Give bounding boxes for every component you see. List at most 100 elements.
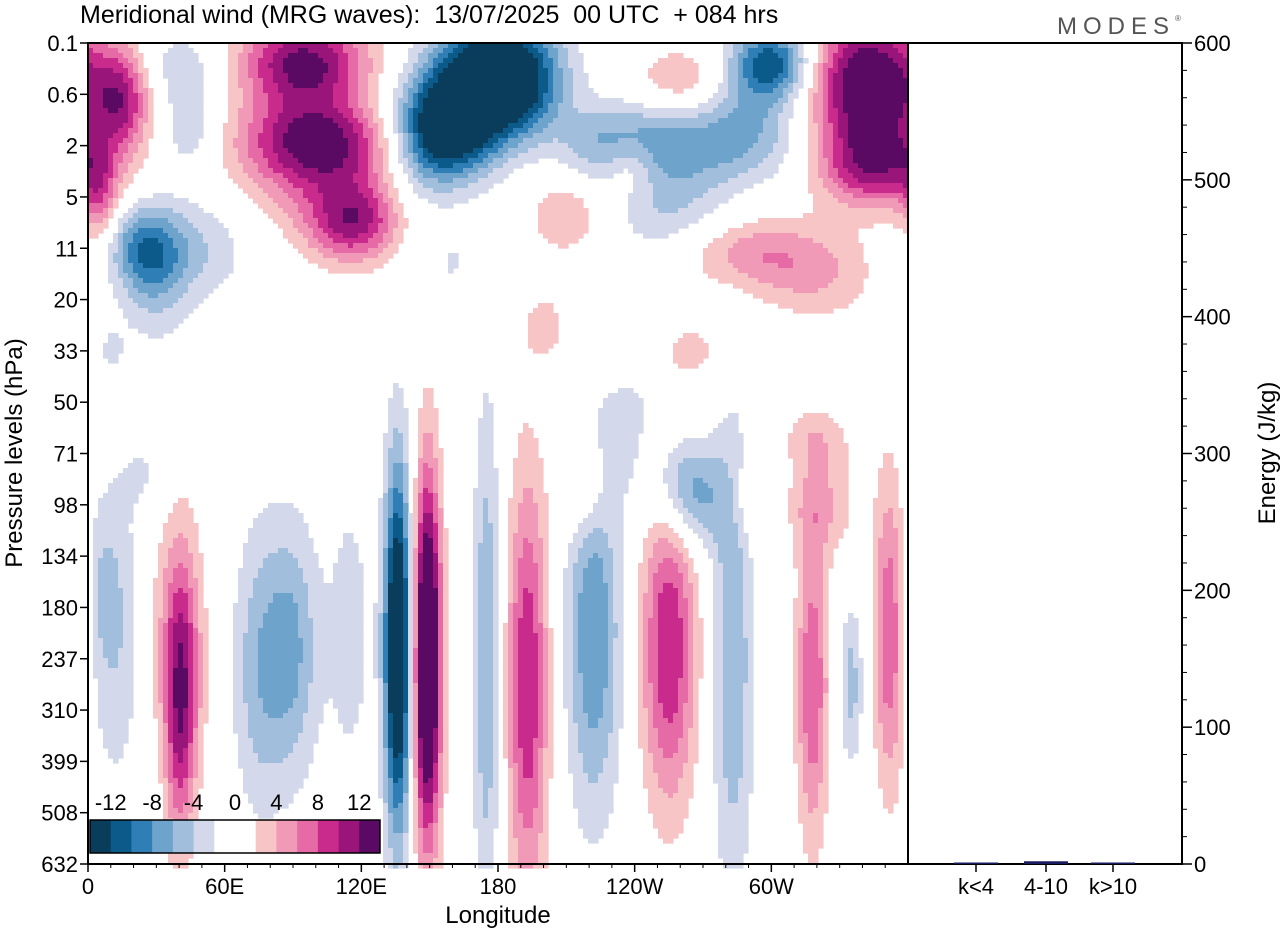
heatmap-cell: [658, 773, 684, 779]
heatmap-cell: [583, 683, 609, 689]
heatmap-cell: [263, 83, 279, 89]
heatmap-cell: [393, 798, 404, 804]
heatmap-cell: [833, 143, 844, 149]
heatmap-cell: [473, 508, 484, 514]
heatmap-cell: [663, 168, 704, 174]
heatmap-cell: [533, 753, 539, 759]
heatmap-cell: [753, 143, 774, 149]
heatmap-cell: [383, 503, 389, 509]
heatmap-cell: [693, 478, 704, 484]
heatmap-cell: [693, 698, 699, 704]
heatmap-cell: [438, 693, 444, 699]
heatmap-cell: [508, 623, 514, 629]
heatmap-cell: [378, 228, 389, 234]
heatmap-cell: [168, 593, 174, 599]
heatmap-cell: [478, 428, 494, 434]
heatmap-cell: [378, 783, 384, 789]
heatmap-cell: [663, 558, 674, 564]
heatmap-cell: [253, 178, 274, 184]
heatmap-cell: [378, 623, 384, 629]
heatmap-cell: [393, 528, 404, 534]
heatmap-cell: [583, 538, 609, 544]
heatmap-cell: [713, 668, 724, 674]
heatmap-cell: [818, 713, 824, 719]
heatmap-cell: [728, 793, 739, 799]
heatmap-cell: [438, 593, 444, 599]
heatmap-cell: [538, 728, 544, 734]
heatmap-cell: [238, 68, 249, 74]
heatmap-cell: [188, 673, 194, 679]
heatmap-cell: [108, 43, 129, 49]
heatmap-cell: [158, 688, 164, 694]
heatmap-cell: [573, 68, 584, 74]
heatmap-cell: [488, 513, 499, 519]
heatmap-cell: [518, 648, 539, 654]
heatmap-cell: [738, 798, 749, 804]
heatmap-cell: [98, 628, 124, 634]
heatmap-cell: [413, 98, 419, 104]
heatmap-cell: [493, 603, 499, 609]
heatmap-cell: [693, 173, 739, 179]
heatmap-cell: [678, 443, 744, 449]
heatmap-cell: [378, 688, 384, 694]
heatmap-cell: [128, 118, 134, 124]
heatmap-cell: [163, 628, 169, 634]
heatmap-cell: [803, 558, 824, 564]
heatmap-cell: [273, 178, 289, 184]
heatmap-cell: [108, 168, 114, 174]
heatmap-cell: [713, 743, 724, 749]
heatmap-cell: [388, 728, 394, 734]
heatmap-cell: [723, 613, 744, 619]
heatmap-cell: [898, 123, 909, 129]
heatmap-cell: [808, 448, 829, 454]
heatmap-cell: [203, 698, 209, 704]
heatmap-cell: [713, 763, 724, 769]
heatmap-cell: [658, 698, 679, 704]
heatmap-cell: [393, 233, 404, 239]
heatmap-cell: [473, 633, 479, 639]
heatmap-cell: [713, 723, 724, 729]
heatmap-cell: [243, 633, 259, 639]
heatmap-cell: [713, 613, 724, 619]
heatmap-cell: [423, 83, 434, 89]
heatmap-cell: [188, 723, 194, 729]
heatmap-cell: [808, 443, 829, 449]
heatmap-cell: [478, 608, 494, 614]
heatmap-cell: [733, 43, 744, 49]
heatmap-cell: [188, 543, 199, 549]
heatmap-cell: [393, 573, 404, 579]
heatmap-cell: [663, 708, 679, 714]
heatmap-cell: [403, 668, 409, 674]
heatmap-cell: [453, 188, 489, 194]
heatmap-cell: [543, 98, 554, 104]
heatmap-cell: [478, 688, 494, 694]
heatmap-cell: [313, 653, 364, 659]
heatmap-cell: [548, 628, 554, 634]
heatmap-cell: [728, 78, 739, 84]
heatmap-cell: [513, 723, 519, 729]
heatmap-cell: [473, 768, 479, 774]
heatmap-cell: [413, 568, 419, 574]
heatmap-cell: [438, 553, 444, 559]
heatmap-cell: [853, 703, 864, 709]
heatmap-cell: [578, 613, 609, 619]
heatmap-cell: [568, 758, 584, 764]
heatmap-cell: [573, 798, 614, 804]
heatmap-cell: [658, 83, 694, 89]
heatmap-cell: [473, 583, 479, 589]
heatmap-cell: [793, 478, 804, 484]
heatmap-cell: [713, 238, 739, 244]
heatmap-cell: [113, 233, 119, 239]
heatmap-cell: [248, 733, 299, 739]
heatmap-cell: [383, 658, 389, 664]
heatmap-cell: [443, 773, 449, 779]
heatmap-cell: [473, 733, 479, 739]
heatmap-cell: [683, 723, 694, 729]
heatmap-cell: [738, 63, 744, 69]
heatmap-cell: [598, 773, 619, 779]
heatmap-cell: [708, 123, 764, 129]
heatmap-cell: [553, 118, 719, 124]
heatmap-cell: [833, 98, 844, 104]
heatmap-cell: [363, 108, 374, 114]
heatmap-cell: [178, 753, 184, 759]
